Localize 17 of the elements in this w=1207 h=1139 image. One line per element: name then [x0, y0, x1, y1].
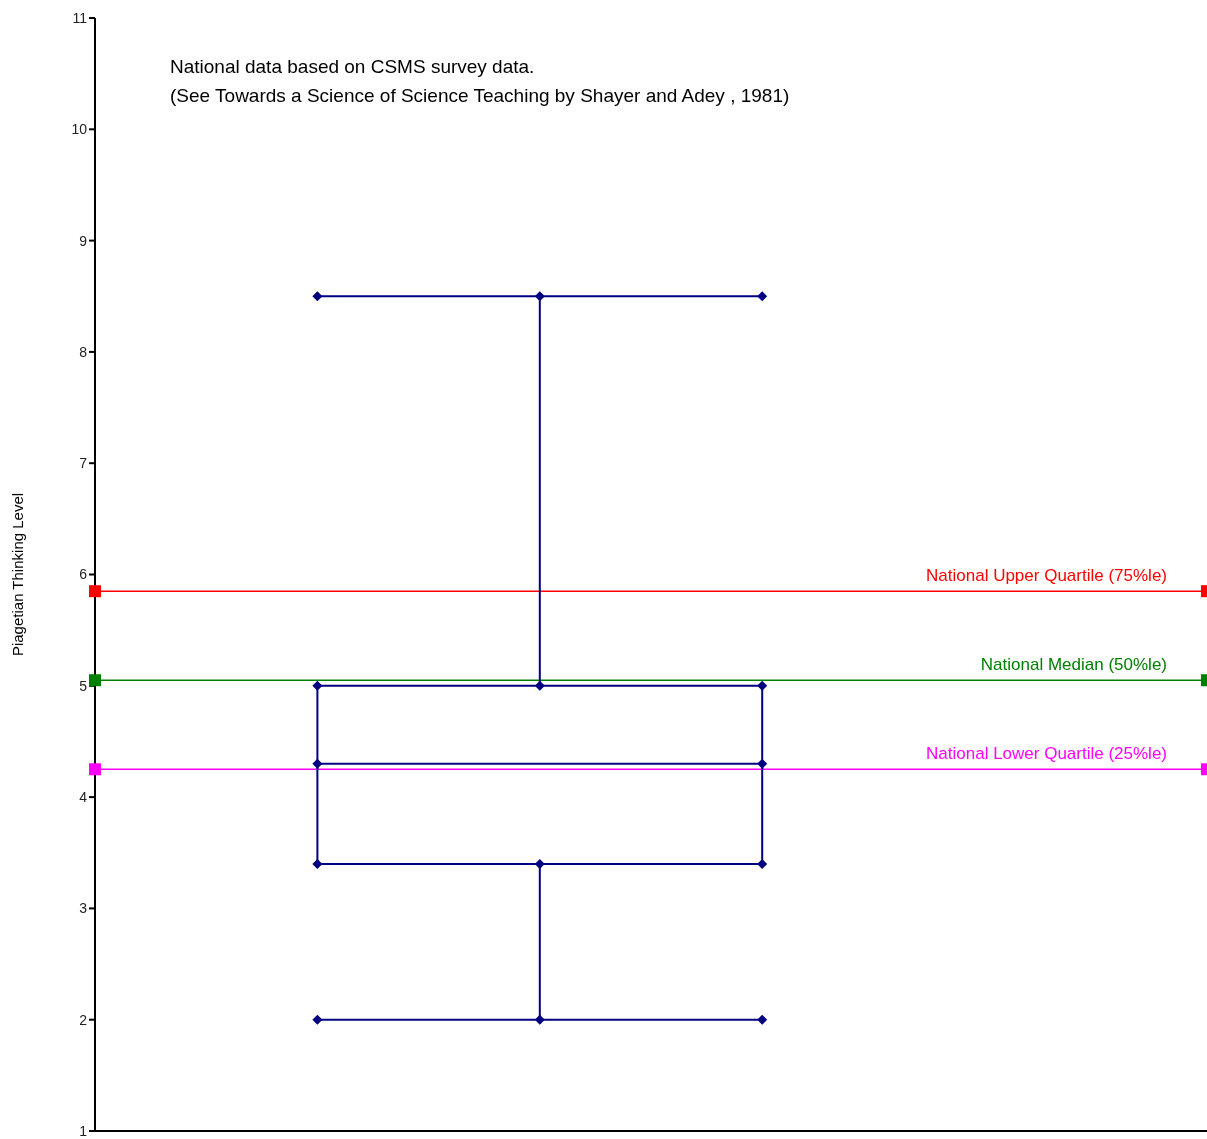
annotation: National data based on CSMS survey data. [170, 55, 536, 79]
y-tick-label: 1 [79, 1122, 88, 1139]
y-axis-title: Piagetian Thinking Level [9, 492, 27, 657]
y-tick-label: 2 [79, 1011, 88, 1028]
y-tick-label: 9 [79, 232, 88, 249]
y-tick-label: 8 [79, 343, 88, 360]
y-tick-label: 3 [79, 900, 88, 917]
annotation: (See Towards a Science of Science Teaching by Shayer and Adey , 1981) [170, 84, 790, 108]
y-tick-label: 6 [79, 566, 88, 583]
y-tick-label: 4 [79, 789, 88, 806]
y-tick-label: 7 [79, 455, 88, 472]
y-tick-label: 5 [79, 677, 88, 694]
y-tick-label: 11 [72, 9, 88, 26]
y-tick-label: 10 [71, 121, 88, 138]
ref-line-label: National Median (50%le) [980, 655, 1167, 675]
ref-line-label: National Upper Quartile (75%le) [926, 566, 1167, 586]
ref-line-label: National Lower Quartile (25%le) [926, 744, 1167, 764]
